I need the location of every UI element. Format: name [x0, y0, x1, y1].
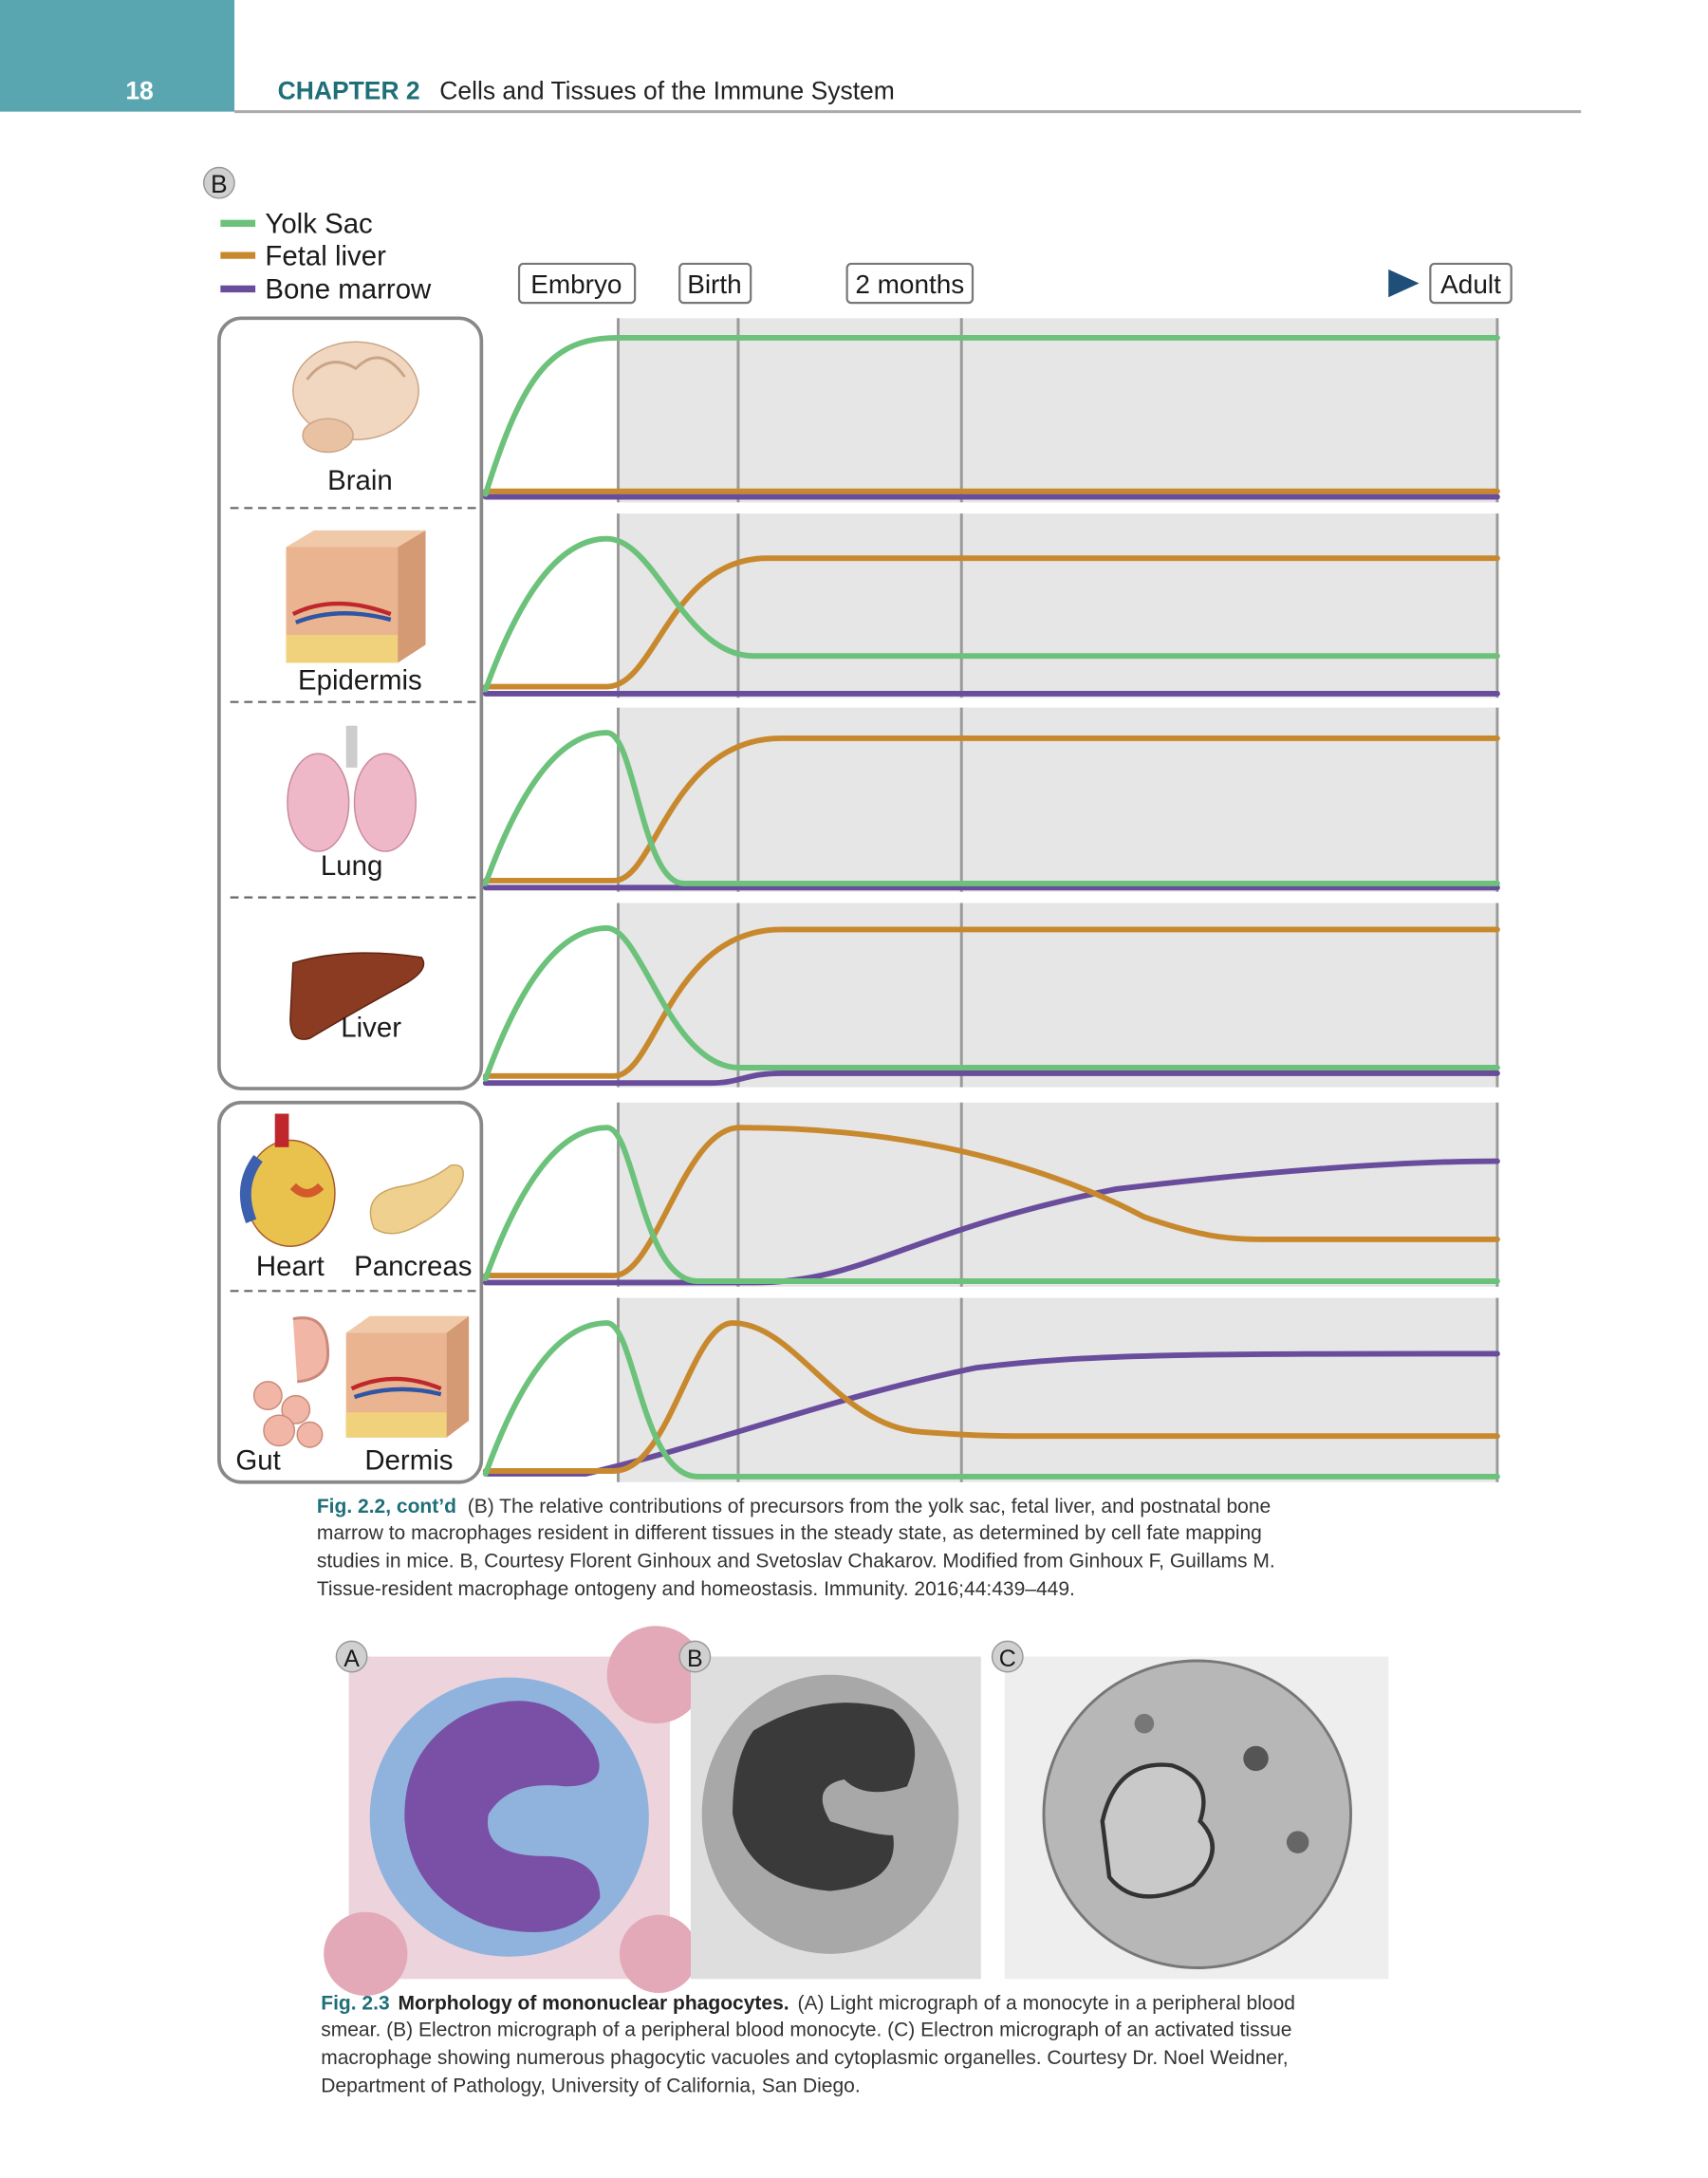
gut-icon: [252, 1316, 330, 1448]
micrograph-c: [1004, 1656, 1389, 1980]
plot-background: [481, 1297, 619, 1482]
fetal-liver-curve: [482, 1125, 1500, 1279]
tissue-label: Brain: [327, 465, 393, 496]
panel-badge: [991, 1640, 1024, 1673]
yolk-sac-curve: [482, 1320, 1500, 1480]
postnatal-band: [618, 513, 1497, 698]
caption-line: macrophage showing numerous phagocytic v…: [321, 2047, 1288, 2069]
brain-icon: [292, 341, 419, 454]
legend-label: Fetal liver: [265, 240, 386, 271]
timeline-box: [1429, 262, 1513, 305]
fetal-liver-curve: [482, 735, 1500, 884]
bone-marrow-curve: [482, 1350, 1500, 1477]
tissue-label: Dermis: [364, 1445, 453, 1477]
timeline-arrowhead: [1388, 269, 1420, 298]
postnatal-band: [618, 903, 1497, 1088]
caption-line: Fig. 2.2, cont’d (B) The relative contrib…: [317, 1496, 1271, 1517]
caption-line: Fig. 2.3 Morphology of mononuclear phagoc…: [321, 1993, 1295, 2015]
caption-line: studies in mice. B, Courtesy Florent Gin…: [317, 1550, 1275, 1572]
caption-line: Tissue-resident macrophage ontogeny and …: [317, 1578, 1075, 1600]
panel-label: B: [687, 1646, 703, 1672]
timeline-label: Birth: [687, 270, 741, 299]
caption-label: Fig. 2.2, cont’d: [317, 1496, 456, 1517]
caption-text: (B) The relative contributions of precur…: [468, 1496, 1272, 1517]
timeline-label: Embryo: [530, 270, 622, 299]
panel-badge: [202, 166, 235, 199]
tissue-label: Pancreas: [354, 1251, 472, 1282]
epidermis-icon: [286, 530, 426, 663]
timeline-label: Adult: [1440, 270, 1501, 299]
tissue-label: Heart: [256, 1251, 325, 1282]
tissue-group-box: [217, 1100, 484, 1484]
tissue-label: Epidermis: [298, 664, 422, 696]
caption-title: Morphology of mononuclear phagocytes.: [398, 1993, 789, 2015]
header-tab: [0, 0, 235, 112]
plot-background: [481, 903, 619, 1088]
panel-badge: [335, 1640, 368, 1673]
yolk-sac-curve: [482, 535, 1500, 693]
fetal-liver-curve: [482, 1320, 1500, 1474]
panel-badge: [678, 1640, 712, 1673]
panel-label: C: [999, 1646, 1016, 1672]
timeline-box: [845, 262, 975, 305]
page-number: 18: [125, 76, 153, 104]
yolk-sac-curve: [482, 730, 1500, 886]
timeline-box: [517, 262, 637, 305]
bone-marrow-curve: [482, 1158, 1500, 1286]
heart-icon: [240, 1113, 336, 1247]
postnatal-band: [618, 1297, 1497, 1482]
yolk-sac-curve: [482, 334, 1500, 497]
chapter-number: CHAPTER 2: [278, 76, 420, 104]
plot-background: [481, 318, 619, 503]
tissue-label: Lung: [321, 850, 382, 882]
postnatal-band: [618, 318, 1497, 503]
micrograph-b: [690, 1656, 981, 1980]
caption-text: (A) Light micrograph of a monocyte in a …: [797, 1993, 1295, 2015]
pancreas-icon: [369, 1163, 464, 1235]
dermis-icon: [345, 1315, 470, 1438]
plot-background: [481, 707, 619, 892]
caption-line: marrow to macrophages resident in differ…: [317, 1522, 1262, 1544]
plot-background: [481, 513, 619, 698]
caption-line: Department of Pathology, University of C…: [321, 2075, 860, 2096]
panel-label: B: [211, 170, 228, 198]
plot-background: [481, 1102, 619, 1287]
timeline-label: 2 months: [855, 270, 964, 299]
caption-line: smear. (B) Electron micrograph of a peri…: [321, 2020, 1291, 2041]
chapter-title: Cells and Tissues of the Immune System: [439, 76, 895, 104]
fetal-liver-curve: [482, 555, 1500, 690]
postnatal-band: [618, 707, 1497, 892]
yolk-sac-curve: [482, 925, 1500, 1082]
postnatal-band: [618, 1102, 1497, 1287]
lung-icon: [287, 725, 417, 852]
fetal-liver-curve: [482, 926, 1500, 1079]
liver-icon: [289, 952, 425, 1040]
panel-label: A: [343, 1646, 360, 1672]
plot-panels: [481, 318, 1500, 1482]
yolk-sac-curve: [482, 1125, 1500, 1284]
tissue-group-box: [217, 316, 484, 1090]
legend-label: Bone marrow: [265, 274, 432, 306]
caption-label: Fig. 2.3: [321, 1993, 389, 2015]
timeline-box: [678, 262, 752, 305]
bone-marrow-curve: [482, 1070, 1500, 1087]
legend-label: Yolk Sac: [265, 209, 372, 240]
micrograph-a: [324, 1626, 705, 1996]
tissue-label: Liver: [341, 1013, 401, 1044]
tissue-label: Gut: [235, 1445, 280, 1477]
